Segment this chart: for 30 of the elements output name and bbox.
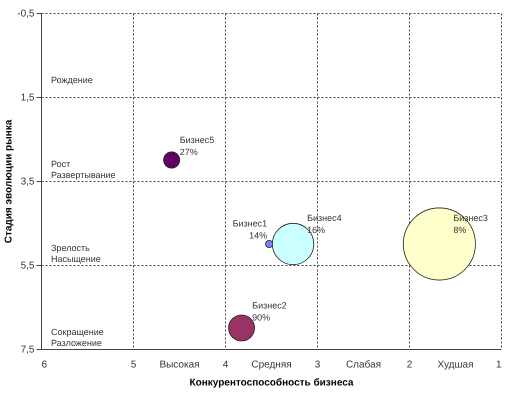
annotation: Рост Развертывание (51, 159, 116, 180)
x-tick-label: Худшая (438, 360, 474, 370)
y-tick-label: 5,5 (20, 260, 35, 272)
x-tick-label: 4 (222, 360, 229, 370)
series-label: Бизнес5 (180, 134, 214, 145)
x-tick-label: Высокая (159, 360, 200, 370)
x-tick-label: 6 (42, 360, 48, 370)
series-label: Бизнес2 (252, 300, 287, 310)
y-tick-label: 1,5 (20, 92, 35, 104)
x-axis-title: Конкурентоспособность бизнеса (190, 378, 354, 388)
annotation: Сокращение Разложение (51, 327, 104, 348)
x-tick-label: Слабая (346, 360, 382, 370)
x-tick-label: 5 (130, 360, 137, 370)
x-tick-label: 2 (406, 360, 413, 370)
annotation: 8% (453, 225, 466, 235)
y-tick-label: 3,5 (20, 176, 35, 188)
annotation: 16% (307, 225, 326, 235)
y-axis-title: Стадия эволюции рынка (3, 119, 14, 244)
annotation: 90% (252, 312, 270, 322)
x-tick-label: Средняя (251, 360, 292, 370)
x-tick-label: 1 (496, 360, 502, 370)
annotation: 27% (180, 146, 198, 157)
annotation: Зрелость Насыщение (51, 243, 101, 264)
series-label: Бизнес1 (232, 218, 268, 229)
y-tick-label: 7,5 (20, 344, 35, 356)
y-tick-label: -0,5 (17, 8, 35, 20)
annotation: Рождение (51, 75, 93, 86)
x-tick-label: 3 (314, 360, 321, 370)
series-label: Бизнес4 (307, 213, 342, 223)
annotation: 14% (249, 230, 268, 241)
